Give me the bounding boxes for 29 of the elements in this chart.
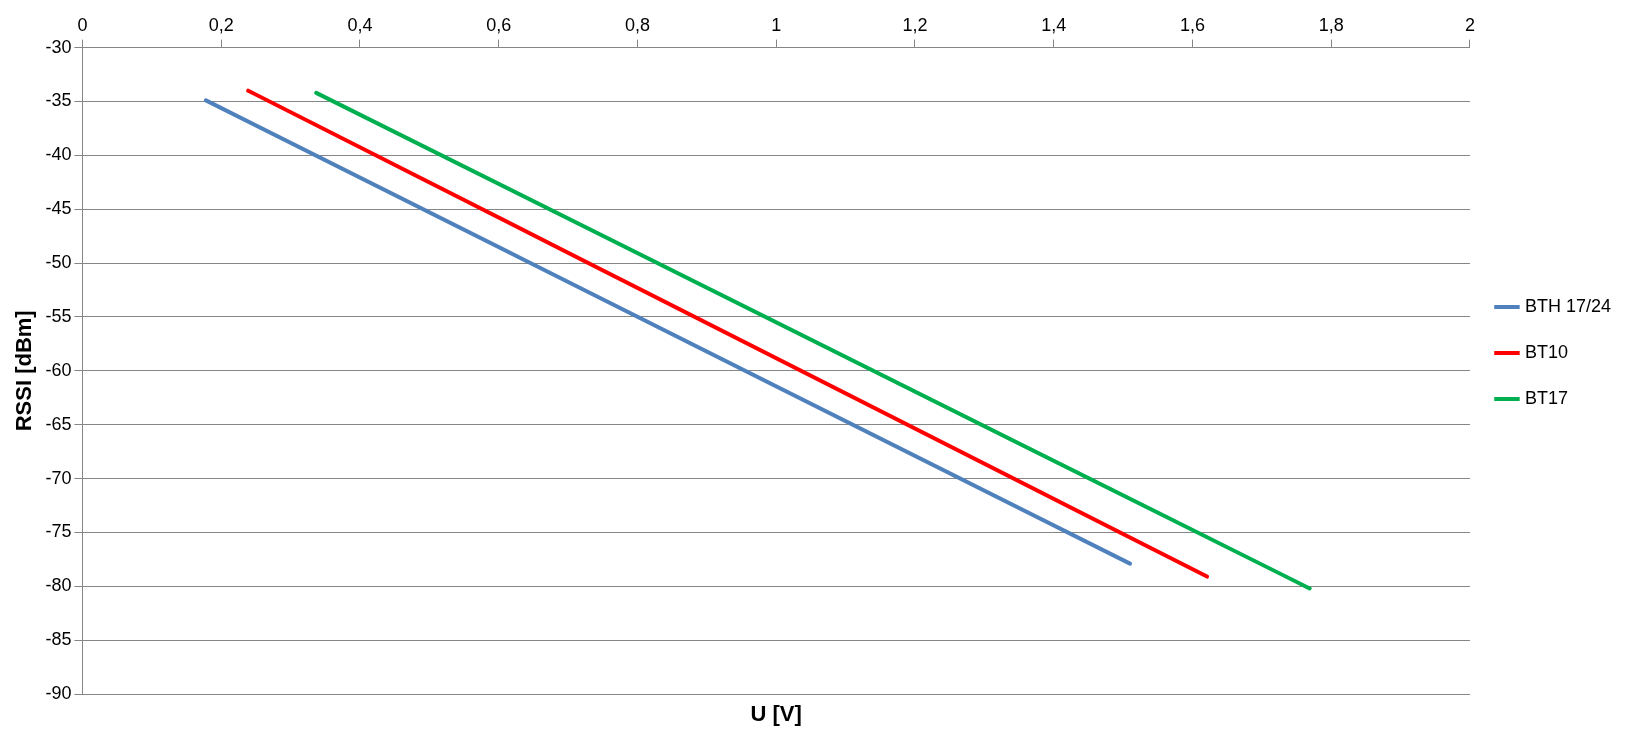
x-tick-label: 0,8 (624, 14, 650, 35)
x-tick-label: 0 (77, 14, 88, 35)
legend-label: BT17 (1524, 387, 1568, 408)
x-tick-label: 1,2 (902, 14, 928, 35)
y-tick-label: -40 (45, 144, 72, 165)
y-tick-label: -45 (45, 198, 72, 219)
y-tick-label: -50 (45, 252, 72, 273)
x-tick-label: 1,8 (1318, 14, 1344, 35)
y-tick-label: -75 (45, 521, 72, 542)
y-axis-title: RSSI [dBm] (11, 310, 37, 432)
y-tick-label: -80 (45, 575, 72, 596)
y-tick-label: -55 (45, 305, 72, 326)
y-tick-label: -30 (45, 36, 72, 57)
y-tick-label: -35 (45, 90, 72, 111)
x-axis-title: U [V] (750, 701, 802, 727)
x-tick-label: 2 (1464, 14, 1475, 35)
y-tick-label: -85 (45, 629, 72, 650)
legend-label: BTH 17/24 (1524, 295, 1611, 316)
x-tick-label: 0,2 (208, 14, 234, 35)
y-tick-label: -90 (45, 682, 72, 703)
y-tick-label: -70 (45, 467, 72, 488)
y-tick-label: -65 (45, 413, 72, 434)
x-tick-label: 1,4 (1041, 14, 1067, 35)
x-tick-label: 1,6 (1179, 14, 1205, 35)
x-tick-label: 0,4 (347, 14, 373, 35)
x-tick-label: 0,6 (486, 14, 512, 35)
y-tick-label: -60 (45, 359, 72, 380)
legend-label: BT10 (1524, 341, 1568, 362)
x-tick-label: 1 (771, 14, 782, 35)
